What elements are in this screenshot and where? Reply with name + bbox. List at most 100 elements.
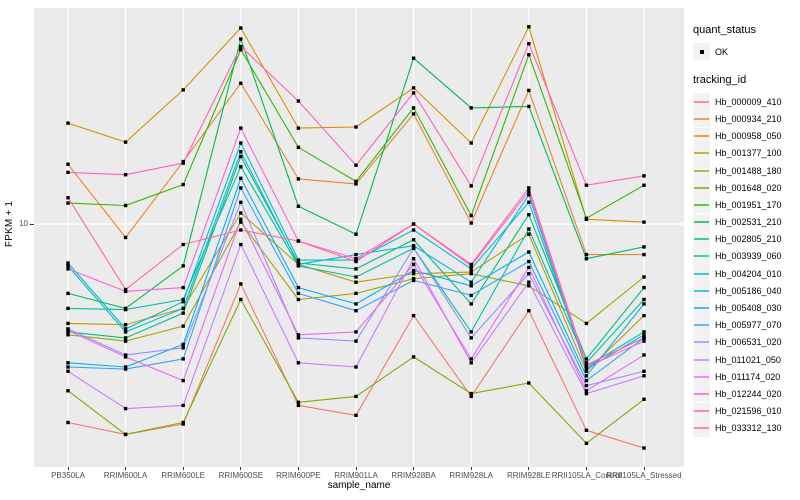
legend-item-label: Hb_001488_180 [715,165,782,176]
data-point [584,361,589,365]
data-point [584,374,589,378]
data-point [296,99,301,103]
x-axis-title: sample_name [327,480,391,491]
data-point [469,302,473,306]
legend-line-swatch [694,255,709,258]
data-point [181,357,185,361]
legend-line-swatch [694,341,709,344]
data-point [642,446,646,450]
data-point [181,420,185,425]
legend-item-Hb_033312_130: Hb_033312_130 [693,419,799,437]
data-point [527,189,531,193]
legend-item-label: Hb_006531_020 [715,337,782,348]
data-point [123,367,128,371]
data-point [239,220,243,224]
data-point [296,126,301,130]
data-point [584,183,589,187]
data-point [354,267,358,271]
legend-item-Hb_004204_010: Hb_004204_010 [693,265,799,283]
legend-item-Hb_003939_060: Hb_003939_060 [693,247,799,265]
data-point [354,413,358,417]
data-point [642,245,646,249]
data-point [66,420,70,425]
tracking-id-legend-list: Hb_000009_410 Hb_000934_210 Hb_000958_050 H… [693,93,799,437]
data-point [66,264,70,268]
data-point [181,88,185,92]
x-tick-mark [470,467,472,470]
data-point [296,177,301,181]
y-tick-label-10: 10 [19,219,28,228]
legend-item-label: Hb_001377_100 [715,148,782,159]
data-point [296,297,301,302]
data-point [239,154,243,159]
legend-key-box [693,127,710,145]
data-point [354,257,358,261]
data-point [66,196,70,200]
legend-line-swatch [694,272,709,275]
data-point [469,213,473,218]
data-point [469,391,473,396]
legend-item-label: Hb_003939_060 [715,251,782,262]
legend-item-Hb_000009_410: Hb_000009_410 [693,93,799,111]
data-point [296,285,301,290]
legend-line-swatch [694,135,709,138]
legend-key-box [693,402,710,420]
data-point [469,106,473,110]
data-point [181,161,185,165]
data-point [411,272,416,276]
plot-panel [34,8,684,467]
data-point [181,378,185,383]
legend-spacer [693,60,799,74]
data-point [642,174,646,178]
legend-line-swatch [694,410,709,413]
data-point [411,91,416,95]
data-point [239,165,243,169]
legend-item-label: OK [715,46,729,57]
data-point [354,182,358,186]
legend-item-label: Hb_004204_010 [715,268,782,279]
data-point [66,306,70,311]
data-point [469,394,473,399]
x-tick-label-RRIM600LE: RRIM600LE [161,471,205,480]
data-point [527,284,531,288]
legend-item-Hb_005186_040: Hb_005186_040 [693,282,799,300]
data-point [296,403,301,408]
data-point [411,228,416,232]
x-tick-label-RRII105LA_Stressed: RRII105LA_Stressed [606,471,682,480]
data-point [411,56,416,60]
data-point [642,397,646,401]
data-point [411,112,416,116]
data-point [181,306,185,311]
data-point [123,307,128,312]
data-point [411,355,416,359]
data-point [469,262,473,267]
data-point [469,293,473,298]
data-point [66,369,70,373]
data-point [239,48,243,52]
data-point [123,432,128,437]
legend-key-box [693,93,710,111]
data-point [527,232,531,236]
legend: quant_status OK tracking_id Hb_000009_41… [693,24,799,437]
data-point [354,259,358,264]
legend-key-box [693,196,710,214]
data-point [66,389,70,393]
legend-item-label: Hb_033312_130 [715,423,782,434]
legend-key-box [693,230,710,248]
legend-line-swatch [694,186,709,189]
data-point [354,252,358,257]
data-point [239,150,243,154]
data-point [181,324,185,328]
data-point [296,262,301,267]
data-point [123,336,128,340]
data-point [469,336,473,340]
legend-key-box [693,265,710,283]
legend-key-box [693,385,710,403]
data-point [296,333,301,337]
legend-key-box [693,144,710,162]
legend-item-label: Hb_021596_010 [715,406,782,417]
data-point [584,363,589,367]
data-point [527,88,531,93]
data-point [239,211,243,215]
